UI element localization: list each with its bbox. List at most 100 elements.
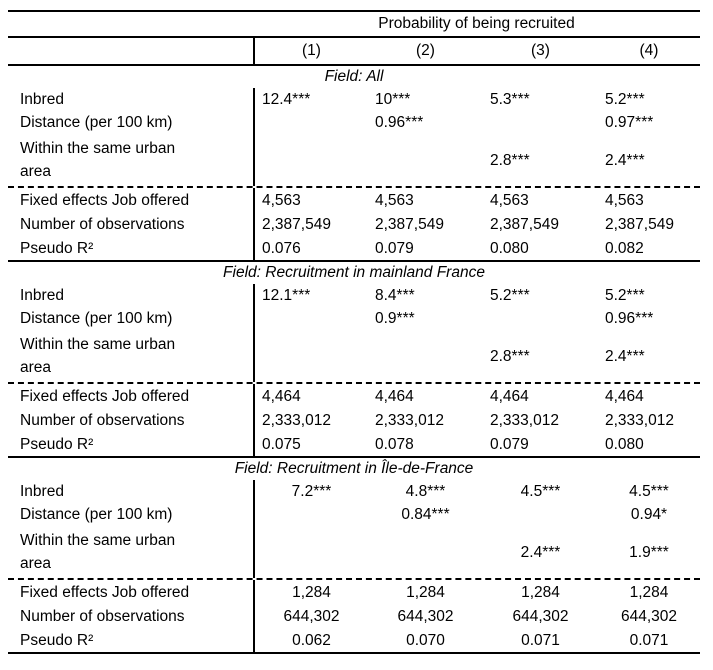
value-cell <box>483 111 598 134</box>
results-table: Probability of being recruited (1) (2) (… <box>8 10 700 654</box>
coefficient-rows: Inbred 12.4*** 10*** 5.3*** 5.2*** Dista… <box>8 88 700 186</box>
table-row-urban-area: Within the same urban area 2.8*** 2.4*** <box>8 134 700 186</box>
value-cell: 0.078 <box>375 435 414 453</box>
value-cell: 644,302 <box>283 607 340 625</box>
table-title-row: Probability of being recruited <box>8 12 700 38</box>
value-cell: 2,387,549 <box>605 215 674 233</box>
row-label-fixed-effects: Fixed effects Job offered <box>20 191 190 209</box>
value-cell: 0.076 <box>262 239 301 257</box>
table-row-inbred: Inbred 12.1*** 8.4*** 5.2*** 5.2*** <box>8 284 700 307</box>
value-cell: 7.2*** <box>291 483 332 500</box>
value-cell: 0.84*** <box>401 506 450 523</box>
value-cell <box>255 134 368 186</box>
value-cell: 0.080 <box>605 435 644 453</box>
stats-rows: Fixed effects Job offered 4,563 4,563 4,… <box>8 186 700 260</box>
value-cell: 5.2*** <box>605 91 645 108</box>
value-cell: 0.080 <box>490 239 529 257</box>
table-row-distance: Distance (per 100 km) 0.96*** 0.97*** <box>8 111 700 134</box>
column-header-1: (1) <box>302 42 321 59</box>
value-cell <box>255 307 368 330</box>
value-cell: 0.082 <box>605 239 644 257</box>
value-cell: 4.5*** <box>629 483 669 500</box>
value-cell: 4.5*** <box>520 483 561 500</box>
value-cell: 2.8*** <box>490 151 530 169</box>
value-cell <box>255 503 368 526</box>
coefficient-rows: Inbred 7.2*** 4.8*** 4.5*** 4.5*** Dista… <box>8 480 700 578</box>
value-cell: 4,464 <box>605 387 644 405</box>
column-header-2: (2) <box>416 42 435 59</box>
table-row-pseudo-r2: Pseudo R² 0.062 0.070 0.071 0.071 <box>8 628 700 652</box>
value-cell: 0.96*** <box>375 114 424 131</box>
value-cell <box>483 307 598 330</box>
value-cell <box>255 330 368 382</box>
panel-field-header: Field: Recruitment in Île-de-France <box>234 460 474 477</box>
value-cell <box>255 526 368 578</box>
row-label-distance: Distance (per 100 km) <box>20 310 173 327</box>
value-cell: 2,387,549 <box>490 215 559 233</box>
value-cell: 1.9*** <box>629 543 669 561</box>
coefficient-rows: Inbred 12.1*** 8.4*** 5.2*** 5.2*** Dist… <box>8 284 700 382</box>
value-cell: 644,302 <box>397 607 454 625</box>
row-label-urban-area: Within the same urban area <box>20 140 176 180</box>
panel-field-ile-de-france: Field: Recruitment in Île-de-France Inbr… <box>8 458 700 654</box>
table-row-urban-area: Within the same urban area 2.8*** 2.4*** <box>8 330 700 382</box>
row-label-fixed-effects: Fixed effects Job offered <box>20 387 190 405</box>
table-row-pseudo-r2: Pseudo R² 0.076 0.079 0.080 0.082 <box>8 236 700 260</box>
value-cell: 2,333,012 <box>262 411 331 429</box>
table-row-fixed-effects: Fixed effects Job offered 1,284 1,284 1,… <box>8 580 700 604</box>
value-cell: 1,284 <box>629 583 669 601</box>
value-cell: 0.075 <box>262 435 301 453</box>
table-row-observations: Number of observations 2,333,012 2,333,0… <box>8 408 700 432</box>
table-row-distance: Distance (per 100 km) 0.9*** 0.96*** <box>8 307 700 330</box>
stats-rows: Fixed effects Job offered 1,284 1,284 1,… <box>8 578 700 652</box>
value-cell: 2,333,012 <box>490 411 559 429</box>
table-row-inbred: Inbred 12.4*** 10*** 5.3*** 5.2*** <box>8 88 700 111</box>
value-cell: 12.1*** <box>262 287 311 304</box>
table-row-distance: Distance (per 100 km) 0.84*** 0.94* <box>8 503 700 526</box>
value-cell: 2,387,549 <box>262 215 331 233</box>
table-row-observations: Number of observations 644,302 644,302 6… <box>8 604 700 628</box>
row-label-distance: Distance (per 100 km) <box>20 114 173 131</box>
value-cell: 0.079 <box>375 239 414 257</box>
value-cell: 0.071 <box>629 631 669 649</box>
value-cell: 0.079 <box>490 435 529 453</box>
row-label-inbred: Inbred <box>20 483 64 500</box>
row-label-urban-area: Within the same urban area <box>20 532 176 572</box>
value-cell: 0.96*** <box>605 310 654 327</box>
value-cell: 4,464 <box>490 387 529 405</box>
value-cell: 10*** <box>375 91 411 108</box>
value-cell: 1,284 <box>521 583 560 601</box>
row-label-pseudo-r2: Pseudo R² <box>20 631 94 649</box>
value-cell: 2,333,012 <box>375 411 444 429</box>
value-cell: 1,284 <box>406 583 445 601</box>
panel-field-all: Field: All Inbred 12.4*** 10*** 5.3*** 5… <box>8 66 700 262</box>
value-cell: 644,302 <box>512 607 569 625</box>
panel-field-mainland-france: Field: Recruitment in mainland France In… <box>8 262 700 458</box>
value-cell: 2,333,012 <box>605 411 674 429</box>
value-cell <box>368 134 483 186</box>
column-header-3: (3) <box>531 42 550 59</box>
value-cell: 4,563 <box>375 191 414 209</box>
value-cell: 0.062 <box>292 631 331 649</box>
value-cell: 0.070 <box>406 631 445 649</box>
table-row-urban-area: Within the same urban area 2.4*** 1.9*** <box>8 526 700 578</box>
panel-field-header: Field: All <box>324 68 384 85</box>
row-label-pseudo-r2: Pseudo R² <box>20 239 94 257</box>
label-column-spacer <box>8 38 253 64</box>
row-label-distance: Distance (per 100 km) <box>20 506 173 523</box>
table-title: Probability of being recruited <box>378 15 575 32</box>
value-cell: 0.94* <box>630 506 668 523</box>
value-cell: 12.4*** <box>262 91 311 108</box>
value-cell <box>368 330 483 382</box>
value-cell: 4,563 <box>262 191 301 209</box>
row-label-observations: Number of observations <box>20 411 185 429</box>
value-cell: 5.3*** <box>490 91 530 108</box>
value-cell: 4.8*** <box>405 483 446 500</box>
row-label-fixed-effects: Fixed effects Job offered <box>20 583 190 601</box>
value-cell: 0.97*** <box>605 114 654 131</box>
value-cell: 4,563 <box>490 191 529 209</box>
value-cell: 4,464 <box>375 387 414 405</box>
value-cell: 0.071 <box>521 631 560 649</box>
value-cell: 8.4*** <box>375 287 415 304</box>
